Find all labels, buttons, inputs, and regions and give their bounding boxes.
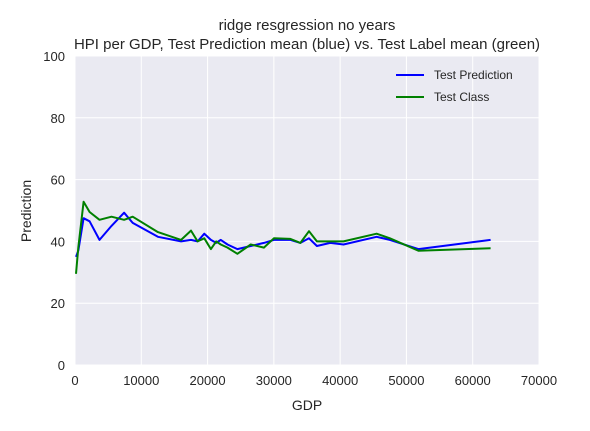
series-line-1 [75,200,491,274]
y-tick-label: 80 [51,111,65,126]
x-tick-label: 60000 [455,373,491,388]
x-tick-label: 70000 [521,373,557,388]
legend-label: Test Class [434,90,489,104]
grid [74,55,540,366]
x-tick-label: 40000 [322,373,358,388]
chart-subtitle: HPI per GDP, Test Prediction mean (blue)… [74,36,540,53]
x-tick-label: 30000 [256,373,292,388]
chart-title: ridge resgression no years [219,17,396,34]
legend-label: Test Prediction [434,68,513,82]
y-tick-label: 60 [51,173,65,188]
x-tick-label: 10000 [123,373,159,388]
x-tick-label: 20000 [189,373,225,388]
x-axis-label: GDP [292,397,322,413]
y-tick-label: 100 [43,49,65,64]
series-lines [75,200,491,274]
x-ticks: 0 10000 20000 30000 40000 50000 60000 70000 [71,373,557,388]
y-tick-label: 20 [51,296,65,311]
x-tick-label: 0 [71,373,78,388]
y-tick-label: 40 [51,234,65,249]
legend: Test Prediction Test Class [396,68,513,104]
y-tick-label: 0 [58,358,65,373]
y-axis-label: Prediction [18,180,34,242]
series-line-0 [75,211,491,258]
y-ticks: 0 20 40 60 80 100 [43,49,65,373]
x-tick-label: 50000 [388,373,424,388]
plot-area [75,56,539,365]
